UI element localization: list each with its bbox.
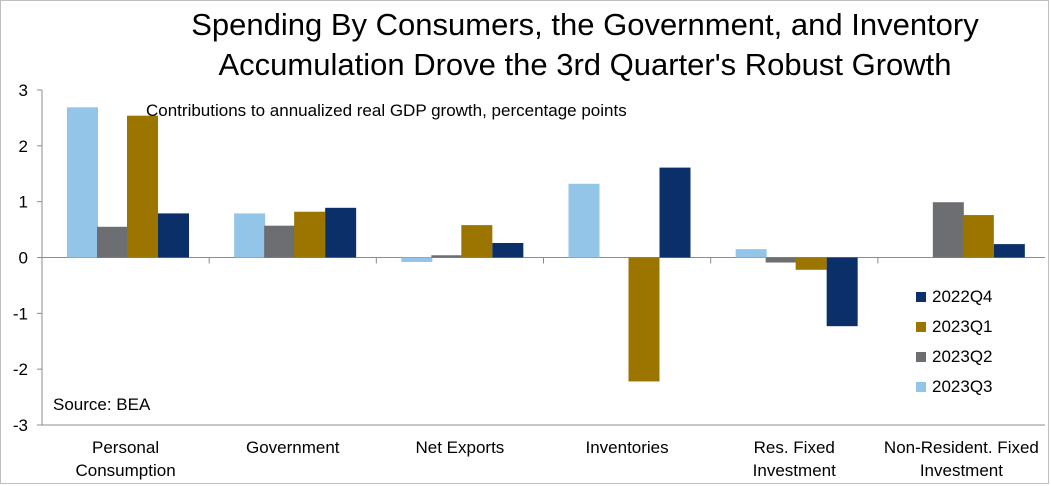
chart-title-line-2: Accumulation Drove the 3rd Quarter's Rob… (218, 47, 952, 82)
bar-2023Q3-1 (234, 213, 266, 258)
legend-swatch-2022Q4 (916, 292, 926, 302)
bar-2023Q1-2 (461, 225, 493, 258)
x-tick-label: Non-Resident. Fixed (884, 438, 1039, 457)
source-note: Source: BEA (53, 395, 151, 414)
bar-2023Q3-0 (67, 107, 98, 258)
y-tick-label: 0 (19, 249, 28, 268)
bar-2023Q2-4 (765, 257, 797, 263)
bar-2023Q3-4 (735, 249, 767, 258)
x-tick-label: Inventories (585, 438, 668, 457)
chart-legend: 2022Q4 2023Q1 2023Q2 2023Q3 (916, 287, 993, 396)
y-tick-label: -2 (13, 360, 28, 379)
x-tick-label: Personal (92, 438, 159, 457)
bar-2022Q4-4 (826, 257, 858, 327)
bar-2022Q4-1 (325, 207, 357, 258)
bar-2023Q3-3 (568, 183, 600, 258)
legend-swatch-2023Q3 (916, 382, 926, 392)
y-tick-label: 3 (19, 81, 28, 100)
x-tick-label: Consumption (75, 461, 175, 480)
y-tick-label: 2 (19, 137, 28, 156)
y-tick-label: -1 (13, 304, 28, 323)
chart-subtitle: Contributions to annualized real GDP gro… (146, 101, 627, 120)
bar-2023Q2-2 (431, 255, 463, 258)
legend-label-2023Q1: 2023Q1 (932, 317, 993, 336)
x-tick-label: Investment (920, 461, 1003, 480)
legend-label-2023Q2: 2023Q2 (932, 347, 993, 366)
legend-swatch-2023Q2 (916, 352, 926, 362)
bar-2023Q1-4 (795, 257, 827, 270)
bar-2023Q2-1 (264, 225, 296, 258)
bar-2023Q1-3 (628, 257, 660, 382)
legend-label-2023Q3: 2023Q3 (932, 377, 993, 396)
bar-2023Q2-0 (97, 226, 128, 258)
legend-label-2022Q4: 2022Q4 (932, 287, 993, 306)
y-tick-label: -3 (13, 416, 28, 435)
bar-2023Q1-1 (294, 211, 326, 258)
bar-2022Q4-2 (492, 242, 524, 258)
x-tick-label: Government (246, 438, 340, 457)
bar-2022Q4-5 (993, 244, 1025, 258)
bar-2023Q1-0 (127, 115, 158, 258)
bar-2022Q4-3 (659, 167, 691, 258)
bar-2023Q2-5 (932, 202, 964, 258)
legend-swatch-2023Q1 (916, 322, 926, 332)
x-tick-label: Res. Fixed (754, 438, 835, 457)
bar-2023Q1-5 (962, 215, 994, 258)
x-tick-label: Investment (753, 461, 836, 480)
chart-title-line-1: Spending By Consumers, the Government, a… (191, 7, 979, 42)
y-tick-label: 1 (19, 193, 28, 212)
x-tick-label: Net Exports (416, 438, 505, 457)
bar-2023Q3-2 (401, 257, 433, 262)
bar-2022Q4-0 (158, 213, 189, 258)
